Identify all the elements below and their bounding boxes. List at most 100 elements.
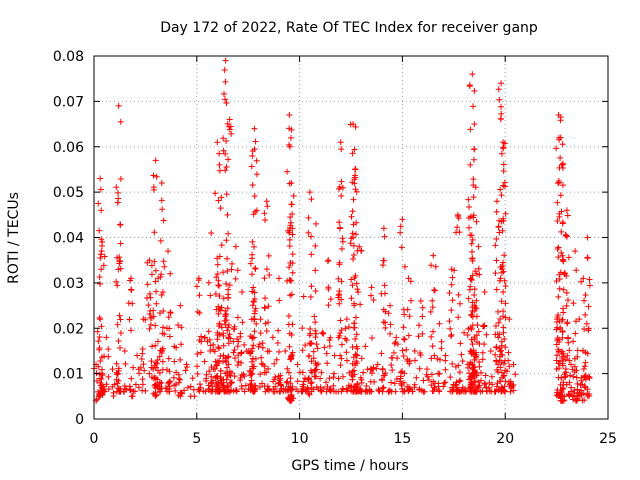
- y-tick-label: 0.03: [53, 276, 84, 292]
- roti-point: [248, 255, 255, 262]
- roti-point: [486, 387, 493, 394]
- roti-point: [447, 374, 454, 381]
- roti-point: [500, 217, 507, 224]
- roti-point: [499, 386, 506, 393]
- roti-point: [391, 380, 398, 387]
- roti-point: [256, 341, 263, 348]
- roti-point: [313, 361, 320, 368]
- roti-point: [352, 231, 359, 238]
- roti-point: [375, 387, 382, 394]
- roti-point: [203, 375, 210, 382]
- roti-point: [159, 324, 166, 331]
- roti-point: [456, 369, 463, 376]
- roti-point: [253, 157, 260, 164]
- roti-point: [586, 276, 593, 283]
- roti-point: [129, 393, 136, 400]
- roti-point: [501, 383, 508, 390]
- roti-point: [497, 378, 504, 385]
- roti-point: [502, 210, 509, 217]
- roti-point: [472, 378, 479, 385]
- roti-point: [250, 363, 257, 370]
- roti-point: [228, 379, 235, 386]
- roti-point: [475, 328, 482, 335]
- x-tick-label: 5: [192, 431, 201, 447]
- roti-point: [324, 258, 331, 265]
- roti-point: [471, 307, 478, 314]
- roti-point: [224, 383, 231, 390]
- roti-point: [555, 391, 562, 398]
- roti-point: [287, 375, 294, 382]
- roti-point: [492, 270, 499, 277]
- roti-peak-point: [362, 343, 369, 350]
- roti-peak-point: [282, 347, 289, 354]
- roti-point: [468, 336, 475, 343]
- roti-point: [336, 219, 343, 226]
- roti-point: [152, 342, 159, 349]
- roti-point: [100, 262, 107, 269]
- roti-peak-point: [405, 275, 412, 282]
- roti-point: [196, 381, 203, 388]
- roti-point: [337, 362, 344, 369]
- roti-point: [276, 297, 283, 304]
- roti-point: [115, 337, 122, 344]
- roti-point: [558, 208, 565, 215]
- roti-point: [493, 344, 500, 351]
- roti-point: [351, 180, 358, 187]
- roti-point: [317, 387, 324, 394]
- roti-point: [371, 378, 378, 385]
- roti-point: [226, 126, 233, 133]
- roti-point: [493, 286, 500, 293]
- roti-peak-point: [436, 320, 443, 327]
- roti-point: [378, 350, 385, 357]
- roti-point: [249, 238, 256, 245]
- roti-point: [466, 286, 473, 293]
- y-tick-label: 0.06: [53, 140, 84, 156]
- roti-point: [99, 391, 106, 398]
- roti-peak-point: [251, 125, 258, 132]
- roti-point: [348, 213, 355, 220]
- roti-point: [468, 277, 475, 284]
- roti-point: [250, 342, 257, 349]
- roti-point: [302, 342, 309, 349]
- roti-point: [262, 320, 269, 327]
- roti-point: [343, 357, 350, 364]
- roti-point: [470, 182, 477, 189]
- roti-point: [293, 386, 300, 393]
- roti-peak-point: [555, 111, 562, 118]
- roti-point: [249, 345, 256, 352]
- roti-point: [572, 330, 579, 337]
- roti-point: [308, 340, 315, 347]
- roti-point: [241, 388, 248, 395]
- roti-point: [427, 308, 434, 315]
- roti-point: [117, 118, 124, 125]
- roti-point: [249, 335, 256, 342]
- roti-point: [465, 364, 472, 371]
- roti-peak-point: [430, 252, 437, 259]
- roti-point: [159, 347, 166, 354]
- roti-point: [428, 371, 435, 378]
- roti-point: [394, 355, 401, 362]
- roti-point: [217, 352, 224, 359]
- roti-peak-point: [424, 366, 431, 373]
- roti-point: [582, 359, 589, 366]
- roti-point: [392, 339, 399, 346]
- roti-point: [339, 373, 346, 380]
- roti-point: [586, 391, 593, 398]
- roti-point: [586, 282, 593, 289]
- roti-point: [101, 253, 108, 260]
- roti-peak-point: [109, 366, 116, 373]
- roti-point: [474, 384, 481, 391]
- roti-point: [271, 360, 278, 367]
- roti-peak-point: [393, 334, 400, 341]
- roti-point: [470, 103, 477, 110]
- roti-point: [463, 387, 470, 394]
- roti-point: [225, 294, 232, 301]
- roti-point: [223, 100, 230, 107]
- roti-point: [273, 356, 280, 363]
- roti-peak-point: [319, 329, 326, 336]
- roti-point: [416, 322, 423, 329]
- roti-point: [500, 360, 507, 367]
- roti-point: [470, 364, 477, 371]
- roti-point: [357, 301, 364, 308]
